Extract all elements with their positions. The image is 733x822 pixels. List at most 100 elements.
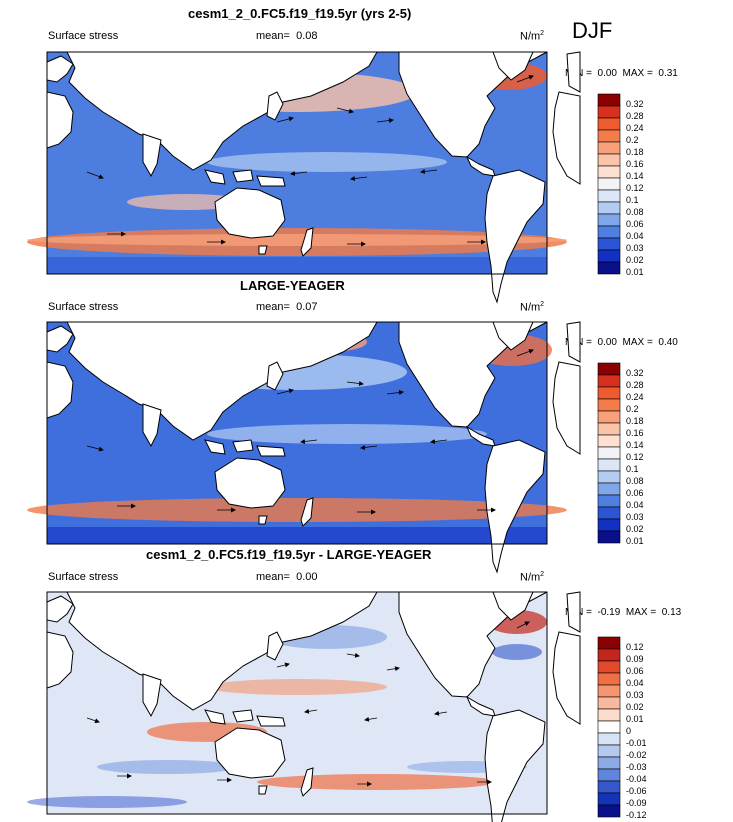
- colorbar-swatch: [597, 434, 621, 448]
- panel3-units-base: N/m: [520, 571, 541, 584]
- map-panel-1: [27, 51, 581, 303]
- cb3-label: 0.04: [626, 678, 644, 688]
- cb3-label: 0.02: [626, 702, 644, 712]
- cb3-label: -0.06: [626, 786, 647, 796]
- colorbar-swatch: [597, 213, 621, 227]
- colorbar-swatch: [597, 249, 621, 263]
- cb3-label: 0.01: [626, 714, 644, 724]
- panel1-variable: Surface stress: [48, 30, 119, 42]
- cb2-label: 0.24: [626, 392, 644, 402]
- colorbar-swatch: [597, 804, 621, 818]
- panel2-mean-label: mean=: [256, 301, 290, 313]
- panel1-units: N/m2: [520, 30, 544, 43]
- panel1-units-base: N/m: [520, 30, 541, 43]
- cb2-label: 0.28: [626, 380, 644, 390]
- panel1-title: cesm1_2_0.FC5.f19_f19.5yr (yrs 2-5): [188, 6, 412, 21]
- colorbar-swatch: [597, 362, 621, 376]
- cb2-label: 0.14: [626, 440, 644, 450]
- cb1-label: 0.14: [626, 171, 644, 181]
- colorbar-swatch: [597, 660, 621, 674]
- panel3-mean-label: mean=: [256, 571, 290, 583]
- colorbar-swatch: [597, 780, 621, 794]
- colorbar-1: [597, 93, 621, 275]
- cb2-label: 0.18: [626, 416, 644, 426]
- colorbar-swatch: [597, 530, 621, 544]
- cb1-label: 0.28: [626, 111, 644, 121]
- colorbar-swatch: [597, 708, 621, 722]
- colorbar-swatch: [597, 225, 621, 239]
- cb1-label: 0.1: [626, 195, 639, 205]
- colorbar-swatch: [597, 189, 621, 203]
- colorbar-swatch: [597, 732, 621, 746]
- colorbar-swatch: [597, 398, 621, 412]
- cb2-label: 0.04: [626, 500, 644, 510]
- colorbar-swatch: [597, 261, 621, 275]
- colorbar-swatch: [597, 720, 621, 734]
- colorbar-swatch: [597, 768, 621, 782]
- cb1-label: 0.24: [626, 123, 644, 133]
- colorbar-swatch: [597, 177, 621, 191]
- colorbar-swatch: [597, 153, 621, 167]
- panel1-mean: mean= 0.08: [256, 30, 318, 42]
- colorbar-swatch: [597, 374, 621, 388]
- cb1-label: 0.2: [626, 135, 639, 145]
- colorbar-swatch: [597, 410, 621, 424]
- panel1-max-label: MAX =: [622, 68, 653, 79]
- colorbar-swatch: [597, 744, 621, 758]
- cb3-label: 0: [626, 726, 632, 736]
- cb3-label: -0.12: [626, 810, 647, 820]
- colorbar-swatch: [597, 506, 621, 520]
- colorbar-swatch: [597, 672, 621, 686]
- colorbar-swatch: [597, 636, 621, 650]
- cb2-label: 0.02: [626, 524, 644, 534]
- panel1-max-value: 0.31: [658, 68, 678, 79]
- panel2-min-value: 0.00: [597, 337, 617, 348]
- colorbar-swatch: [597, 446, 621, 460]
- panel3-max-value: 0.13: [661, 607, 682, 618]
- panel2-units: N/m2: [520, 301, 544, 314]
- cb2-label: 0.2: [626, 404, 639, 414]
- cb3-label: 0.12: [626, 642, 644, 652]
- panel2-variable: Surface stress: [48, 301, 119, 313]
- cb3-label: -0.04: [626, 774, 647, 784]
- colorbar-swatch: [597, 756, 621, 770]
- cb1-label: 0.02: [626, 255, 644, 265]
- colorbar-swatch: [597, 165, 621, 179]
- panel2-max-value: 0.40: [658, 337, 678, 348]
- panel3-units: N/m2: [520, 571, 544, 584]
- cb2-label: 0.01: [626, 536, 644, 546]
- panel2-max-label: MAX =: [622, 337, 653, 348]
- colorbar-swatch: [597, 141, 621, 155]
- cb3-label: 0.06: [626, 666, 644, 676]
- panel3-title: cesm1_2_0.FC5.f19_f19.5yr - LARGE-YEAGER: [146, 547, 432, 562]
- cb2-label: 0.06: [626, 488, 644, 498]
- season-label: DJF: [572, 18, 613, 43]
- cb1-label: 0.03: [626, 243, 644, 253]
- cb3-label: -0.09: [626, 798, 647, 808]
- colorbar-swatch: [597, 422, 621, 436]
- colorbar-swatch: [597, 518, 621, 532]
- cb1-label: 0.08: [626, 207, 644, 217]
- panel1-min-value: 0.00: [597, 68, 617, 79]
- cb3-label: -0.03: [626, 762, 647, 772]
- cb2-label: 0.32: [626, 368, 644, 378]
- cb3-label: 0.09: [626, 654, 644, 664]
- colorbar-swatch: [597, 696, 621, 710]
- colorbar-swatch: [597, 648, 621, 662]
- panel3-mean: mean= 0.00: [256, 571, 318, 583]
- panel2-mean: mean= 0.07: [256, 301, 318, 313]
- cb2-label: 0.16: [626, 428, 644, 438]
- panel2-mean-value: 0.07: [296, 301, 318, 313]
- cb3-label: -0.01: [626, 738, 647, 748]
- map-panel-3: [27, 591, 581, 822]
- colorbar-3: [597, 636, 621, 818]
- cb3-label: -0.02: [626, 750, 647, 760]
- colorbar-swatch: [597, 482, 621, 496]
- cb2-label: 0.08: [626, 476, 644, 486]
- cb1-label: 0.18: [626, 147, 644, 157]
- colorbar-swatch: [597, 129, 621, 143]
- map-panel-2: [27, 321, 581, 573]
- cb1-label: 0.16: [626, 159, 644, 169]
- colorbar-swatch: [597, 237, 621, 251]
